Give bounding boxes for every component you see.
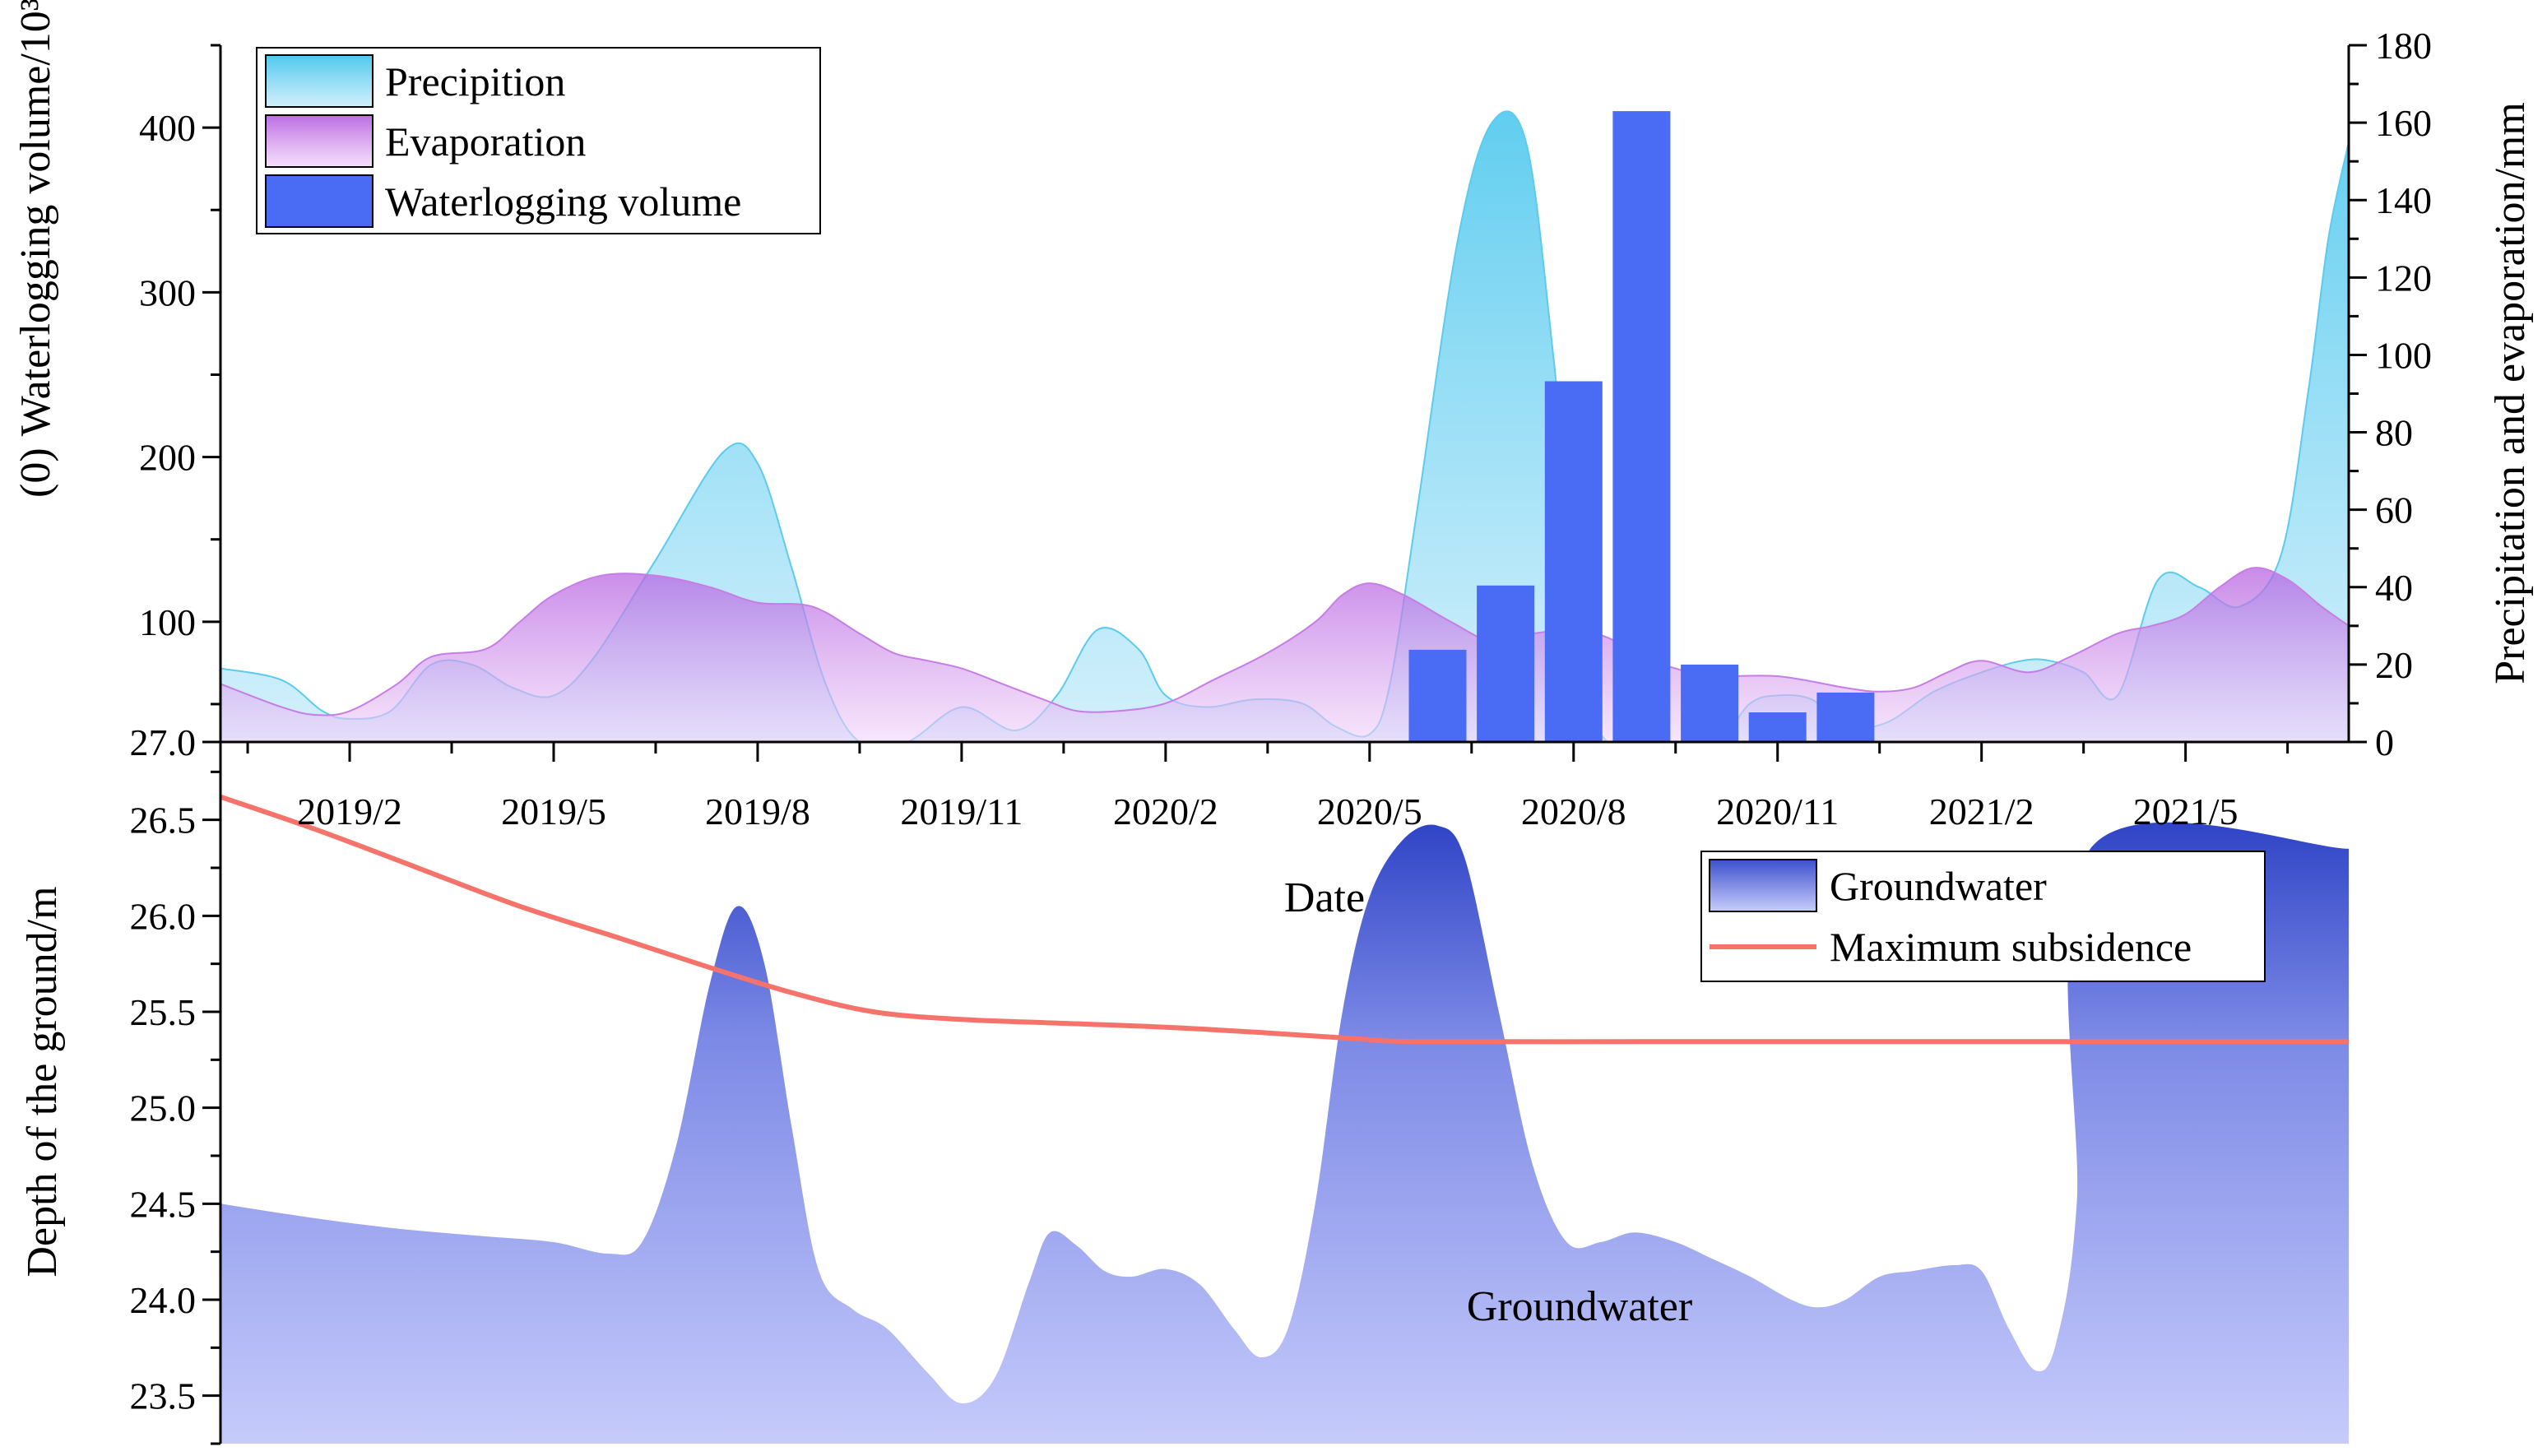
left-tick-label-4: 400 [139,107,196,149]
left-tick-label-1: 100 [139,601,196,643]
waterlogging-bar-5 [1748,712,1807,742]
evaporation-area [220,568,2349,742]
right-axis-title: Precipitation and evaporation/mm [2487,102,2534,684]
x-tick-label-9: 2021/5 [2133,791,2238,832]
left-axis-prefix: (0) [12,447,59,498]
right-tick-label-9: 180 [2375,25,2432,67]
waterlogging-bar-4 [1681,664,1739,742]
left-tick-label-0: 27.0 [130,721,197,763]
right-tick-label-0: 0 [2375,721,2394,763]
bottom-tick-label-0: 23.5 [130,1375,197,1417]
left-axis-title: (0) Waterlogging volume/10³m³ [12,0,59,498]
axes [219,45,2350,1444]
x-tick-label-8: 2021/2 [1929,791,2034,832]
waterlogging-bar-2 [1544,381,1603,742]
legend-swatch-precipitation [265,54,373,108]
groundwater-area [220,822,2349,1444]
tick-marks [202,44,2367,1445]
left-tick-label-3: 300 [139,271,196,313]
right-tick-label-8: 160 [2375,102,2432,144]
right-tick-label-6: 120 [2375,257,2432,299]
bottom-tick-label-4: 25.5 [130,991,197,1033]
right-tick-label-3: 60 [2375,489,2413,531]
legend-label-max-subsidence: Maximum subsidence [1830,924,2192,970]
waterlogging-bar-0 [1408,649,1467,742]
groundwater-annotation: Groundwater [1467,1283,1692,1330]
x-axis-title: Date [1284,874,1365,921]
legend-label-evaporation: Evaporation [385,118,586,165]
legend-swatch-evaporation [265,114,373,168]
right-tick-label-2: 40 [2375,567,2413,609]
bottom-legend: Groundwater Maximum subsidence [1700,851,2266,982]
x-tick-label-0: 2019/2 [297,791,402,832]
top-area-series [220,110,2349,742]
x-tick-label-7: 2020/11 [1716,791,1839,832]
x-tick-label-6: 2020/8 [1521,791,1626,832]
bottom-tick-label-5: 26.0 [130,895,197,937]
legend-label-groundwater: Groundwater [1830,863,2047,909]
legend-label-waterlogging: Waterlogging volume [385,179,741,225]
x-tick-label-2: 2019/8 [705,791,810,832]
right-tick-label-4: 80 [2375,412,2413,454]
legend-label-precipitation: Precipition [385,58,565,104]
right-tick-label-5: 100 [2375,334,2432,376]
bottom-tick-label-6: 26.5 [130,800,197,842]
left-tick-label-2: 200 [139,437,196,479]
bottom-tick-label-3: 25.0 [130,1087,197,1129]
legend-swatch-waterlogging [265,174,373,228]
x-tick-label-3: 2019/11 [900,791,1023,832]
x-tick-label-4: 2020/2 [1113,791,1218,832]
bottom-series [220,794,2349,1444]
bottom-axis-title: Depth of the ground/m [19,886,66,1277]
x-tick-label-5: 2020/5 [1317,791,1422,832]
legend-swatch-groundwater [1709,859,1817,912]
left-axis-label: Waterlogging volume/10³m³ [12,0,59,436]
x-tick-label-1: 2019/5 [501,791,606,832]
waterlogging-bar-3 [1612,111,1671,743]
bottom-tick-label-1: 24.0 [130,1279,197,1321]
max-subsidence-line [220,794,2349,1045]
bottom-tick-label-2: 24.5 [130,1183,197,1225]
right-tick-label-1: 20 [2375,644,2413,686]
top-legend: Precipition Evaporation Waterlogging vol… [256,47,821,234]
right-tick-label-7: 140 [2375,179,2432,221]
precipitation-area [220,111,2349,742]
evaporation-line [220,567,2349,716]
waterlogging-bars [1408,111,1875,743]
waterlogging-bar-6 [1816,692,1875,742]
tick-labels: 2019/2 2019/5 2019/8 2019/11 2020/2 2020/5 202… [130,25,2433,1417]
waterlogging-bar-1 [1477,585,1535,742]
